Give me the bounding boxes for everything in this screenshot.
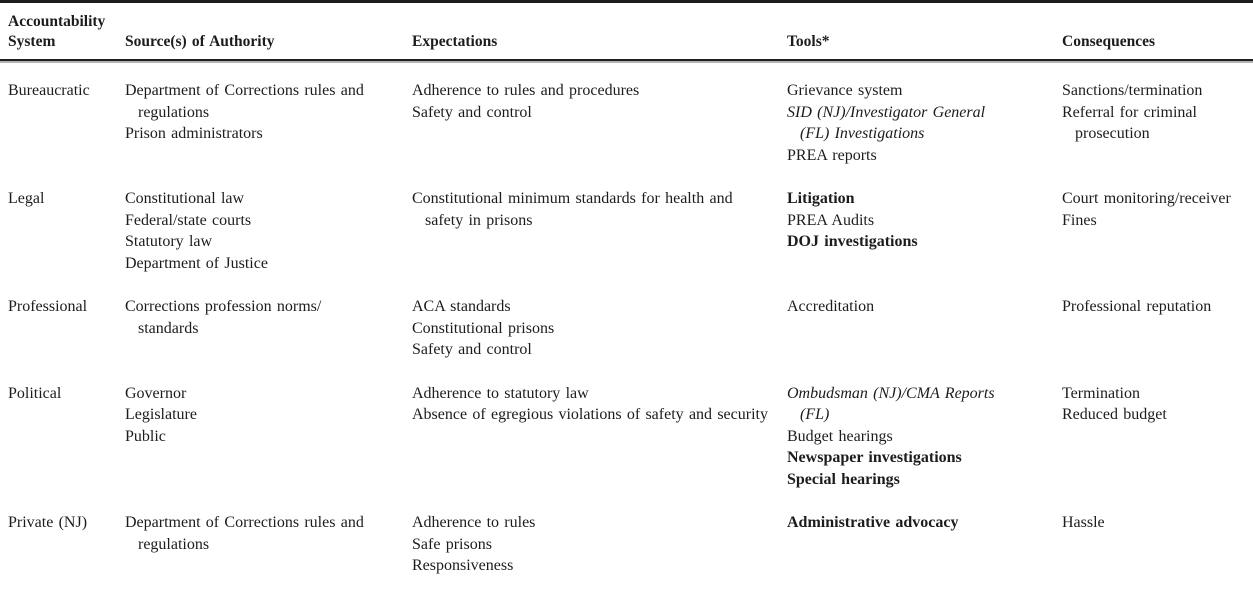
table-row: Private (NJ) Department of Corrections ru… — [0, 512, 1253, 591]
cell-expectations: Constitutional minimum standards for hea… — [412, 188, 787, 296]
cell-expectations: Adherence to rules Safe prisons Responsive… — [412, 512, 787, 591]
cell-consequences: Termination Reduced budget — [1062, 383, 1253, 513]
cell-tools: Administrative advocacy — [787, 512, 1062, 591]
cell-item: Adherence to rules and procedures — [412, 82, 640, 99]
cell-item: Litigation — [787, 190, 855, 207]
cell-expectations: Adherence to rules and procedures Safety … — [412, 61, 787, 188]
cell-tools: Litigation PREA Audits DOJ investigations — [787, 188, 1062, 296]
column-header-tools: Tools* — [787, 3, 1062, 61]
cell-tools: Accreditation — [787, 296, 1062, 383]
table-row: Bureaucratic Department of Corrections ru… — [0, 61, 1253, 188]
cell-item: Statutory law — [125, 233, 213, 250]
cell-tools: Grievance system SID (NJ)/Investigator Ge… — [787, 61, 1062, 188]
cell-item: Newspaper investigations — [787, 449, 962, 466]
table-header: Accountability System Source(s) of Autho… — [0, 3, 1253, 61]
cell-consequences: Court monitoring/​receiver Fines — [1062, 188, 1253, 296]
row-system-label: Private (NJ) — [0, 512, 125, 591]
cell-item: Constitutional law — [125, 190, 245, 207]
cell-tools: Ombudsman (NJ)/CMA Reports (FL) Budget he… — [787, 383, 1062, 513]
cell-item: Special hearings — [787, 470, 900, 488]
cell-item: Professional reputation — [1062, 298, 1212, 315]
cell-item: Adherence to rules — [412, 514, 536, 531]
cell-item: Sanctions/termination — [1062, 82, 1203, 99]
cell-item: DOJ investigations — [787, 233, 918, 250]
cell-item: Referral for criminal prosecution — [1062, 103, 1197, 143]
cell-consequences: Hassle — [1062, 512, 1253, 591]
cell-item: Termination — [1062, 384, 1140, 402]
cell-sources: Corrections profession norms/​standards — [125, 296, 412, 383]
table-body: Bureaucratic Department of Corrections ru… — [0, 61, 1253, 591]
column-header-accountability-system: Accountability System — [0, 3, 125, 61]
row-system-label: Political — [8, 384, 62, 402]
cell-item: Federal/state courts — [125, 211, 252, 229]
cell-sources: Department of Corrections rules and regu… — [125, 61, 412, 188]
cell-item: Court monitoring/​receiver — [1062, 190, 1231, 207]
cell-item: Department of Corrections rules and regu… — [125, 514, 364, 553]
cell-item: Safety and control — [412, 103, 532, 121]
cell-item: Ombudsman (NJ)/CMA Reports (FL) — [787, 384, 995, 424]
row-system-label: Legal — [8, 190, 45, 207]
cell-item: PREA reports — [787, 146, 877, 164]
table-row: Legal Constitutional law Federal/state cou… — [0, 188, 1253, 296]
cell-consequences: Professional reputation — [1062, 296, 1253, 383]
column-header-expectations: Expectations — [412, 3, 787, 61]
table-row: Professional Corrections profession norms… — [0, 296, 1253, 383]
column-header-consequences: Consequences — [1062, 3, 1253, 61]
cell-item: Responsiveness — [412, 557, 514, 574]
cell-item: PREA Audits — [787, 211, 875, 229]
cell-item: Department of Justice — [125, 254, 268, 272]
cell-item: Accreditation — [787, 298, 875, 315]
cell-sources: Constitutional law Federal/state courts St… — [125, 188, 412, 296]
cell-item: Administrative advocacy — [787, 514, 959, 531]
cell-item: Absence of egregious violations of safet… — [412, 406, 768, 423]
cell-item: Safety and control — [412, 341, 532, 358]
cell-item: Safe prisons — [412, 535, 492, 553]
cell-item: Corrections profession norms/​standards — [125, 298, 322, 337]
cell-item: Constitutional minimum standards for hea… — [412, 190, 733, 229]
cell-item: ACA standards — [412, 298, 511, 315]
header-row: Accountability System Source(s) of Autho… — [0, 3, 1253, 61]
cell-item: Public — [125, 427, 166, 445]
cell-expectations: ACA standards Constitutional prisons Safet… — [412, 296, 787, 383]
cell-item: Budget hearings — [787, 427, 893, 445]
cell-item: Grievance system — [787, 82, 903, 99]
cell-sources: Department of Corrections rules and regu… — [125, 512, 412, 591]
cell-consequences: Sanctions/termination Referral for crimin… — [1062, 61, 1253, 188]
cell-expectations: Adherence to statutory law Absence of egr… — [412, 383, 787, 513]
cell-item: Hassle — [1062, 514, 1105, 531]
cell-item: Department of Corrections rules and regu… — [125, 82, 364, 121]
table-row: Political Governor Legislature Public Adhere… — [0, 383, 1253, 513]
cell-item: Constitutional prisons — [412, 319, 555, 337]
cell-sources: Governor Legislature Public — [125, 383, 412, 513]
column-header-sources-of-authority: Source(s) of Authority — [125, 3, 412, 61]
cell-item: Governor — [125, 384, 187, 402]
row-system-label: Professional — [8, 298, 88, 315]
cell-item: Reduced budget — [1062, 406, 1167, 423]
row-system-label: Bureaucratic — [8, 82, 90, 99]
cell-item: Prison administrators — [125, 125, 263, 142]
cell-item: SID (NJ)/Investigator General (FL) Inves… — [787, 103, 986, 143]
cell-item: Fines — [1062, 211, 1097, 229]
cell-item: Legislature — [125, 406, 197, 423]
cell-item: Adherence to statutory law — [412, 384, 589, 402]
